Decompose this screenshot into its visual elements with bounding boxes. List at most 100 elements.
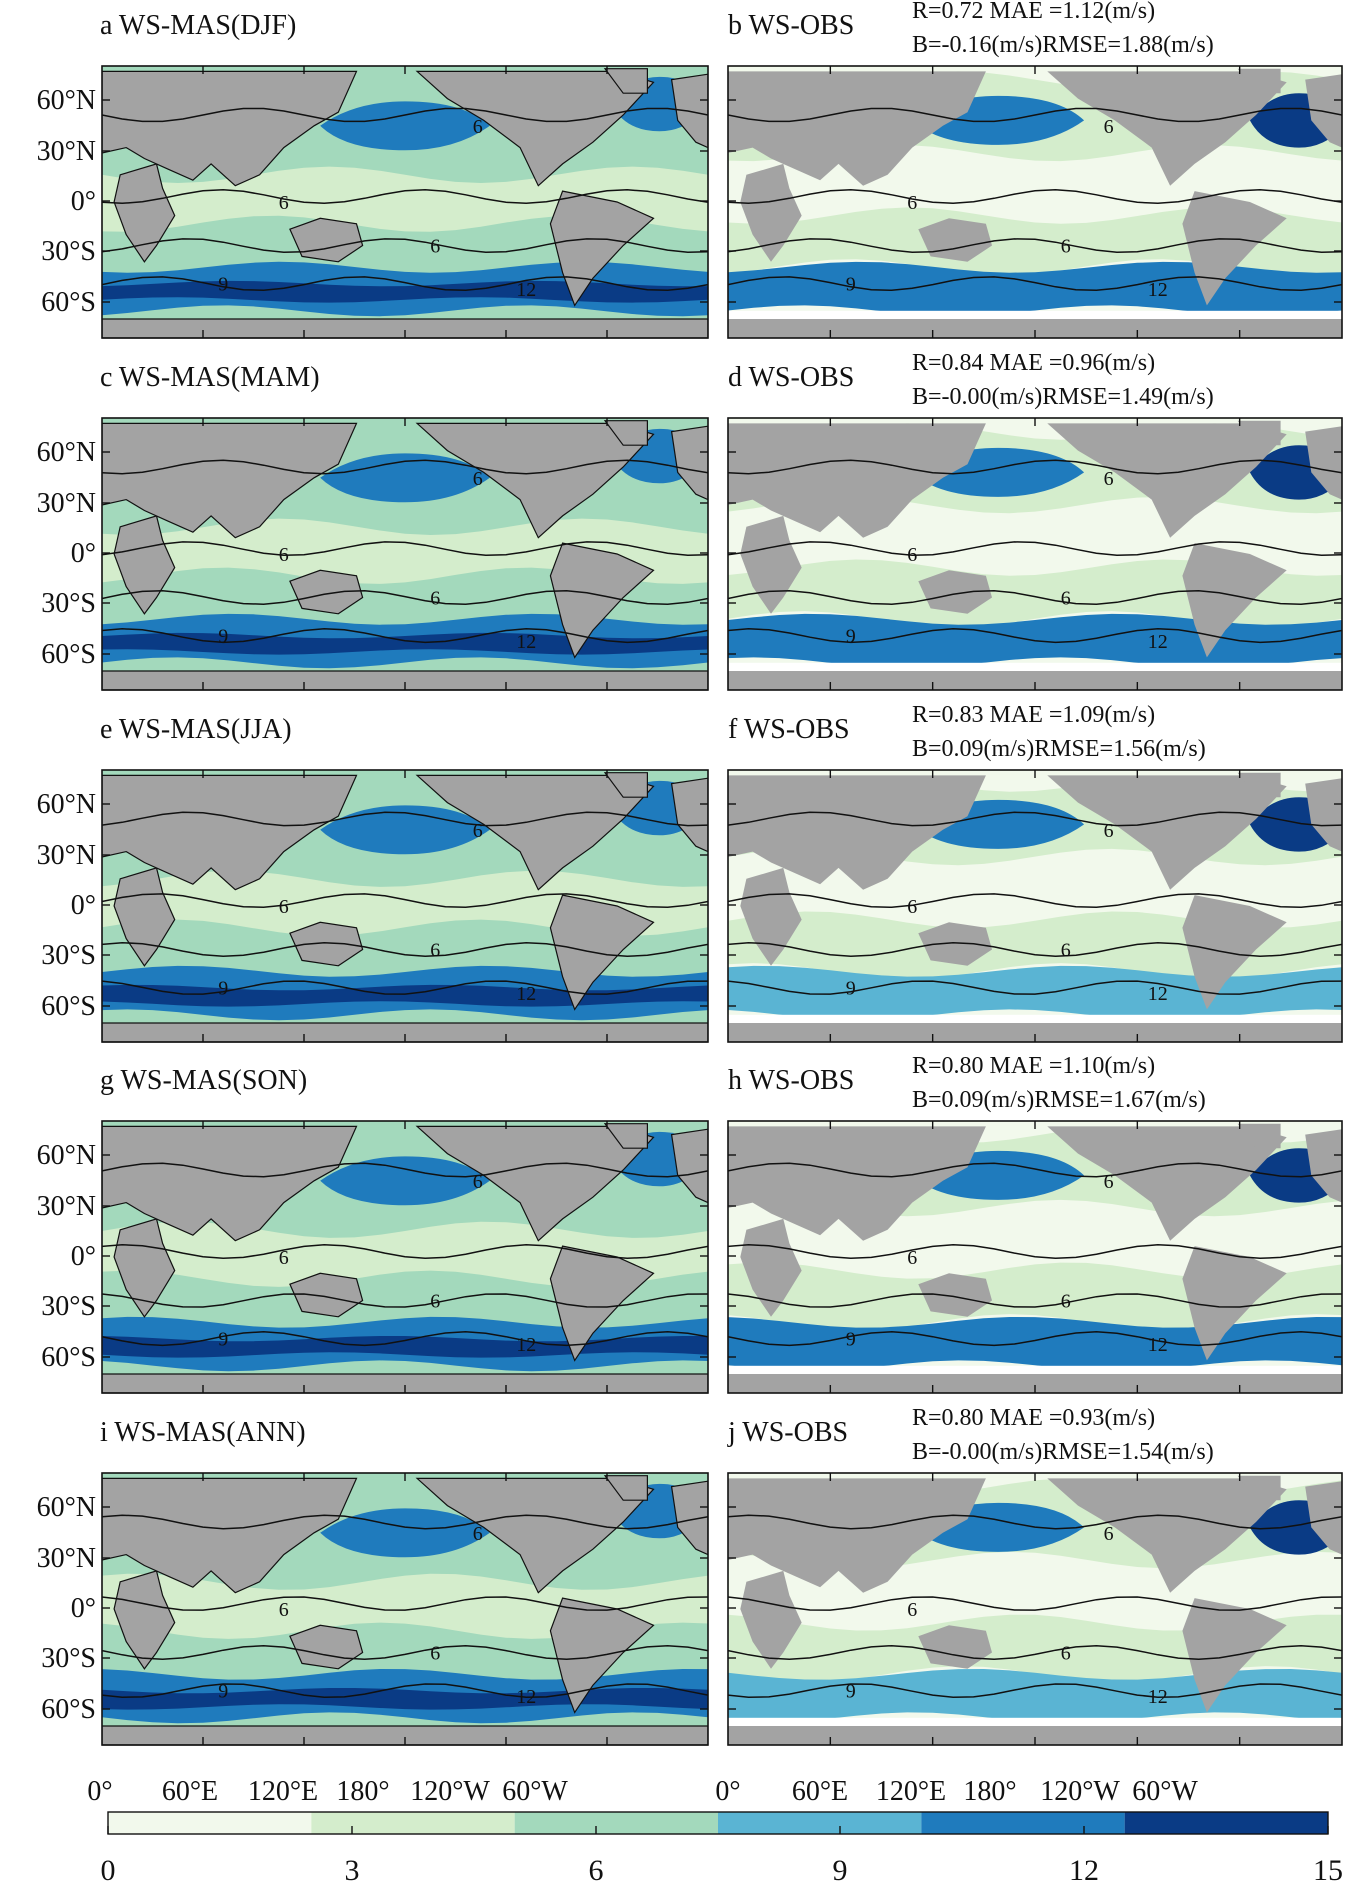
panel-title: c WS-MAS(MAM) bbox=[100, 362, 320, 393]
lon-tick-label: 60°W bbox=[502, 1776, 568, 1807]
contour-label: 6 bbox=[430, 1291, 440, 1313]
lat-tick-label: 60°S bbox=[41, 991, 96, 1022]
panel-stats-line2: B=-0.00(m/s)RMSE=1.49(m/s) bbox=[912, 384, 1214, 410]
panel-f: f WS-OBS R=0.83 MAE =1.09(m/s) B=0.09(m/s)… bbox=[727, 702, 1343, 1043]
wind-contour-line bbox=[102, 459, 708, 475]
continent-landmass bbox=[102, 1373, 708, 1394]
continent-landmass bbox=[549, 542, 655, 659]
contour-label: 6 bbox=[907, 544, 917, 566]
lon-tick-label: 120°E bbox=[248, 1776, 318, 1807]
continent-landmass bbox=[1305, 426, 1342, 500]
lat-tick-label: 30°N bbox=[37, 1191, 96, 1222]
wind-contour-line bbox=[728, 1162, 1342, 1178]
continent-landmass bbox=[728, 1374, 1342, 1393]
contour-label: 12 bbox=[516, 983, 536, 1005]
continent-landmass bbox=[102, 1477, 358, 1594]
continent-landmass bbox=[1305, 778, 1342, 852]
panel-title: h WS-OBS bbox=[728, 1065, 854, 1096]
continent-landmass bbox=[728, 1126, 986, 1241]
lat-tick-label: 30°S bbox=[41, 940, 96, 971]
contour-label: 6 bbox=[1104, 1171, 1114, 1193]
continent-landmass bbox=[603, 1475, 648, 1501]
contour-label: 9 bbox=[846, 978, 856, 1000]
continent-landmass bbox=[603, 772, 648, 798]
continent-landmass bbox=[670, 1128, 708, 1204]
colorbar-frame bbox=[107, 1811, 1329, 1835]
wind-contour-line bbox=[728, 941, 1342, 958]
panel-e: e WS-MAS(JJA) 6 6 6 9 12 60°N 30°N 0° 30°S 60°S bbox=[37, 714, 709, 1043]
panel-stats-line2: B=0.09(m/s)RMSE=1.56(m/s) bbox=[912, 736, 1206, 762]
lat-tick-label: 0° bbox=[71, 1241, 96, 1272]
continent-landmass bbox=[102, 1725, 708, 1746]
wind-contour-line bbox=[728, 1683, 1342, 1698]
panel-b: b WS-OBS R=0.72 MAE =1.12(m/s) B=-0.16(m/s… bbox=[727, 0, 1343, 339]
continent-landmass bbox=[549, 894, 655, 1011]
continent-landmass bbox=[918, 570, 992, 614]
contour-label: 6 bbox=[473, 820, 483, 842]
lat-tick-label: 0° bbox=[71, 890, 96, 921]
continent-landmass bbox=[728, 1023, 1342, 1042]
lat-tick-label: 30°N bbox=[37, 136, 96, 167]
continent-landmass bbox=[603, 1123, 648, 1149]
contour-label: 12 bbox=[1148, 279, 1168, 301]
wind-max-southern-ocean bbox=[102, 984, 708, 1007]
continent-landmass bbox=[670, 1480, 708, 1556]
colorbar-tick-label: 15 bbox=[1313, 1854, 1343, 1887]
wind-contour-line bbox=[102, 941, 708, 958]
panel-c: c WS-MAS(MAM) 6 6 6 9 12 60°N 30°N 0° 30°S 60°S bbox=[37, 362, 709, 691]
wind-contour-line bbox=[728, 276, 1342, 292]
contour-label: 6 bbox=[1061, 588, 1071, 610]
wind-contour-line bbox=[102, 1514, 708, 1530]
wind-max-north-pacific bbox=[320, 1156, 490, 1206]
contour-label: 12 bbox=[1148, 983, 1168, 1005]
contour-label: 6 bbox=[279, 896, 289, 918]
lat-tick-label: 30°N bbox=[37, 840, 96, 871]
contour-label: 9 bbox=[218, 978, 228, 1000]
lat-tick-label: 60°S bbox=[41, 1694, 96, 1725]
panel-stats-line2: B=0.09(m/s)RMSE=1.67(m/s) bbox=[912, 1087, 1206, 1113]
wind-contour-line bbox=[728, 238, 1342, 253]
wind-contour-line bbox=[102, 980, 708, 995]
contour-label: 9 bbox=[846, 626, 856, 648]
contour-label: 12 bbox=[1148, 1686, 1168, 1708]
contour-label: 6 bbox=[1104, 1523, 1114, 1545]
lat-tick-label: 60°N bbox=[37, 1492, 96, 1523]
continent-landmass bbox=[918, 1273, 992, 1317]
lat-tick-label: 60°N bbox=[37, 437, 96, 468]
wind-band-southern-ocean bbox=[728, 261, 1342, 317]
wind-contour-line bbox=[728, 1293, 1342, 1308]
map-area: 6 6 6 9 12 bbox=[728, 770, 1342, 1042]
lon-tick-label: 60°E bbox=[792, 1776, 848, 1807]
continent-landmass bbox=[1182, 191, 1287, 306]
lon-tick-label: 120°W bbox=[410, 1776, 490, 1807]
wind-contour-line bbox=[102, 628, 708, 644]
contour-label: 6 bbox=[1104, 468, 1114, 490]
continent-landmass bbox=[728, 71, 986, 186]
continent-landmass bbox=[102, 318, 708, 339]
lat-tick-label: 60°N bbox=[37, 789, 96, 820]
continent-landmass bbox=[603, 68, 648, 94]
contour-label: 6 bbox=[430, 236, 440, 258]
colorbar-segment bbox=[108, 1812, 312, 1834]
continent-landmass bbox=[728, 423, 986, 538]
wind-max-north-pacific bbox=[320, 453, 490, 503]
lon-tick-label: 180° bbox=[963, 1776, 1016, 1807]
continent-landmass bbox=[1237, 1123, 1281, 1149]
map-area: 6 6 6 9 12 bbox=[728, 1121, 1342, 1393]
continent-landmass bbox=[740, 867, 802, 966]
continent-landmass bbox=[113, 163, 176, 263]
continent-landmass bbox=[289, 569, 364, 615]
colorbar-tick-label: 3 bbox=[345, 1854, 360, 1887]
contour-label: 6 bbox=[473, 1523, 483, 1545]
wind-contour-line bbox=[102, 1244, 708, 1260]
contour-label: 6 bbox=[473, 1171, 483, 1193]
contour-label: 9 bbox=[218, 626, 228, 648]
colorbar-segment bbox=[921, 1812, 1125, 1834]
continent-landmass bbox=[289, 1272, 364, 1318]
continent-landmass bbox=[740, 515, 802, 614]
lat-tick-label: 60°S bbox=[41, 639, 96, 670]
wind-contour-line bbox=[102, 590, 708, 605]
continent-landmass bbox=[102, 1022, 708, 1043]
wind-contour-line bbox=[728, 1514, 1342, 1530]
lat-tick-label: 30°N bbox=[37, 488, 96, 519]
